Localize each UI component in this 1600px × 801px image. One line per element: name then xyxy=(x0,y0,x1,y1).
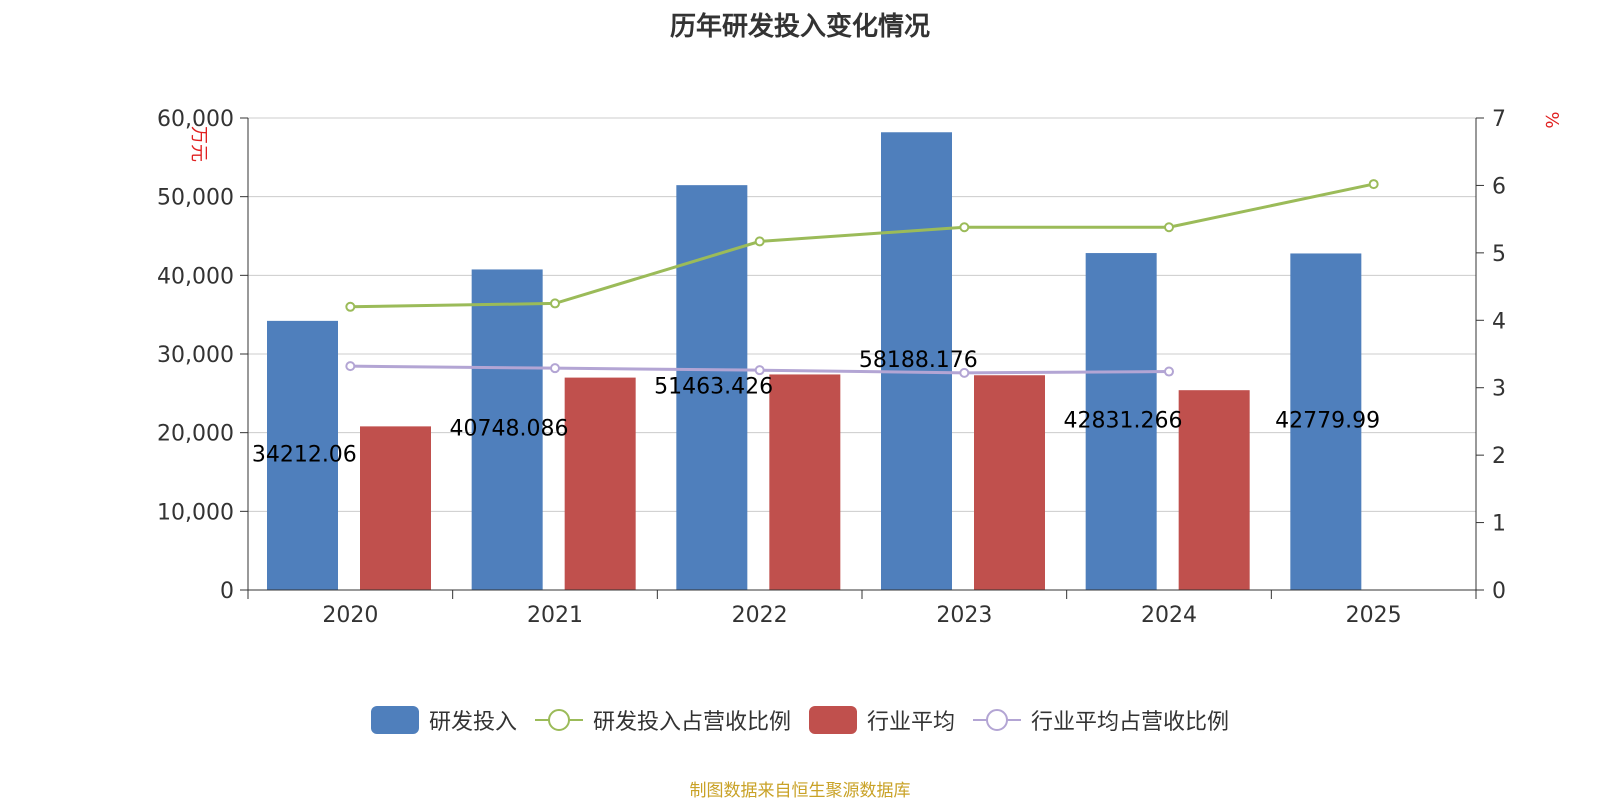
bar-rd-investment xyxy=(1085,253,1157,590)
x-tick-label: 2020 xyxy=(322,603,378,628)
point-rd-ratio xyxy=(345,301,356,312)
source-note: 制图数据来自恒生聚源数据库 xyxy=(689,781,911,801)
point-industry-ratio xyxy=(754,365,765,376)
right-tick-label: 5 xyxy=(1492,242,1506,267)
right-tick-label: 3 xyxy=(1492,377,1506,402)
line-rd-ratio xyxy=(350,182,1374,309)
left-tick-label: 60,000 xyxy=(157,107,234,132)
left-tick-label: 10,000 xyxy=(157,500,234,525)
x-tick-label: 2022 xyxy=(732,603,788,628)
bar-industry-average xyxy=(360,426,431,590)
point-industry-ratio xyxy=(345,361,356,372)
bar-data-label: 42831.266 xyxy=(1064,409,1183,434)
bar-data-label: 58188.176 xyxy=(859,348,978,373)
right-tick-label: 4 xyxy=(1492,309,1506,334)
left-tick-label: 20,000 xyxy=(157,422,234,447)
bars-layer xyxy=(267,132,1362,590)
bar-rd-investment xyxy=(881,132,952,590)
axes-layer: 0 10,000 20,000 30,000 40,000 50,000 60,000 0 1 2… xyxy=(157,107,1562,628)
point-rd-ratio xyxy=(754,236,765,247)
point-rd-ratio xyxy=(1368,179,1379,190)
point-rd-ratio xyxy=(1164,222,1174,233)
chart-title: 历年研发投入变化情况 xyxy=(669,12,930,42)
legend-label-rd-ratio: 研发投入占营收比例 xyxy=(592,710,791,735)
legend-item-industry[interactable]: 行业平均 xyxy=(809,704,955,736)
legend-swatch-industry-ratio xyxy=(973,709,1022,731)
legend-item-rd[interactable]: 研发投入 xyxy=(370,704,517,736)
legend-swatch-industry xyxy=(809,706,857,734)
data-labels-layer: 34212.06 40748.086 51463.426 58188.176 42831… xyxy=(252,348,1380,467)
bar-industry-average xyxy=(769,374,841,590)
lines-layer xyxy=(345,179,1379,378)
bar-rd-investment xyxy=(1290,253,1362,590)
point-rd-ratio xyxy=(959,222,970,233)
bar-rd-investment xyxy=(676,185,748,590)
bar-data-label: 51463.426 xyxy=(654,375,773,400)
legend-swatch-rd-ratio xyxy=(534,709,583,731)
point-industry-ratio xyxy=(959,367,970,378)
left-axis-unit: 万元 xyxy=(188,126,209,162)
right-axis-unit: % xyxy=(1541,111,1562,128)
bar-industry-average xyxy=(564,377,636,590)
right-tick-label: 1 xyxy=(1492,512,1506,537)
legend-swatch-rd xyxy=(370,706,419,734)
left-tick-label: 30,000 xyxy=(157,343,234,368)
grid-lines xyxy=(248,117,1476,512)
left-tick-label: 0 xyxy=(220,579,234,604)
bar-data-label: 34212.06 xyxy=(252,442,357,467)
left-tick-label: 50,000 xyxy=(157,186,234,211)
right-tick-label: 2 xyxy=(1492,444,1506,469)
right-tick-label: 0 xyxy=(1492,579,1506,604)
legend-label-industry-ratio: 行业平均占营收比例 xyxy=(1031,710,1230,735)
bar-rd-investment xyxy=(471,269,543,590)
bar-data-label: 40748.086 xyxy=(450,417,569,442)
point-industry-ratio xyxy=(550,363,560,374)
legend-label-rd: 研发投入 xyxy=(428,710,517,735)
legend-item-rd-ratio[interactable]: 研发投入占营收比例 xyxy=(534,704,791,736)
x-tick-label: 2023 xyxy=(936,603,992,628)
bar-data-label: 42779.99 xyxy=(1275,409,1380,434)
point-industry-ratio xyxy=(1164,366,1174,377)
bar-industry-average xyxy=(1178,390,1250,590)
legend-item-industry-ratio[interactable]: 行业平均占营收比例 xyxy=(973,704,1229,736)
x-tick-label: 2024 xyxy=(1141,603,1197,628)
right-tick-label: 6 xyxy=(1492,174,1506,199)
x-tick-label: 2021 xyxy=(527,603,583,628)
point-rd-ratio xyxy=(550,298,560,309)
legend-label-industry: 行业平均 xyxy=(867,710,956,735)
bar-rd-investment xyxy=(267,320,338,590)
right-tick-label: 7 xyxy=(1492,107,1506,132)
bar-industry-average xyxy=(974,375,1045,590)
x-tick-label: 2025 xyxy=(1346,603,1402,628)
left-tick-label: 40,000 xyxy=(157,264,234,289)
legend: 研发投入 研发投入占营收比例 行业平均 行业平均占营收比例 xyxy=(0,704,1600,736)
